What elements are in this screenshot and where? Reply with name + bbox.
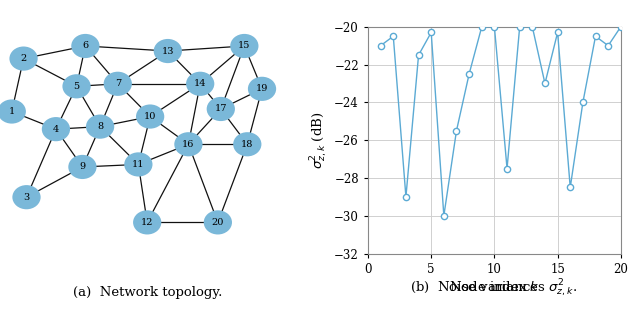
X-axis label: Node index $k$: Node index $k$ — [449, 280, 540, 294]
Text: 1: 1 — [9, 107, 15, 116]
Text: 4: 4 — [53, 125, 59, 134]
Text: 10: 10 — [144, 112, 156, 121]
Circle shape — [248, 77, 276, 101]
Text: 17: 17 — [214, 105, 227, 113]
Text: 6: 6 — [83, 42, 88, 50]
Circle shape — [42, 117, 70, 141]
Text: 11: 11 — [132, 160, 145, 169]
Circle shape — [10, 47, 38, 71]
Circle shape — [230, 34, 259, 58]
Text: 9: 9 — [79, 163, 86, 171]
Text: 15: 15 — [238, 42, 250, 50]
Text: (b)  Noise variances $\sigma^2_{z,k}$.: (b) Noise variances $\sigma^2_{z,k}$. — [410, 278, 578, 299]
Circle shape — [233, 132, 261, 156]
Text: 13: 13 — [161, 47, 174, 55]
Circle shape — [12, 185, 40, 209]
Text: 19: 19 — [256, 84, 268, 93]
Circle shape — [71, 34, 99, 58]
Text: (a)  Network topology.: (a) Network topology. — [72, 286, 222, 299]
Text: 12: 12 — [141, 218, 154, 227]
Y-axis label: $\sigma^2_{z,k}$ (dB): $\sigma^2_{z,k}$ (dB) — [308, 112, 330, 169]
Text: 14: 14 — [194, 79, 207, 88]
Circle shape — [86, 115, 114, 139]
Circle shape — [104, 72, 132, 96]
Text: 3: 3 — [24, 193, 29, 202]
Text: 8: 8 — [97, 122, 103, 131]
Circle shape — [204, 210, 232, 234]
Text: 2: 2 — [20, 54, 27, 63]
Circle shape — [186, 72, 214, 96]
Text: 7: 7 — [115, 79, 121, 88]
Circle shape — [68, 155, 97, 179]
Circle shape — [154, 39, 182, 63]
Circle shape — [133, 210, 161, 234]
Circle shape — [136, 105, 164, 129]
Text: 20: 20 — [212, 218, 224, 227]
Circle shape — [207, 97, 235, 121]
Text: 5: 5 — [74, 82, 79, 91]
Circle shape — [124, 152, 152, 176]
Text: 16: 16 — [182, 140, 195, 149]
Circle shape — [63, 74, 91, 98]
Text: 18: 18 — [241, 140, 253, 149]
Circle shape — [0, 100, 26, 123]
Circle shape — [174, 132, 202, 156]
